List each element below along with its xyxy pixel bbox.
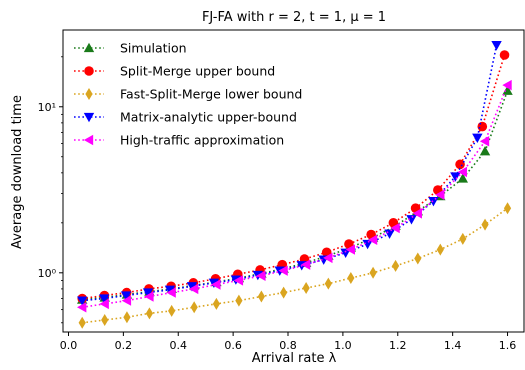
data-point bbox=[145, 307, 154, 320]
data-point bbox=[414, 252, 422, 265]
data-point bbox=[459, 232, 467, 245]
data-point bbox=[450, 172, 461, 182]
legend-item: Split-Merge upper bound bbox=[74, 64, 275, 79]
data-point bbox=[323, 252, 333, 264]
data-point bbox=[186, 282, 198, 292]
data-point bbox=[256, 270, 266, 281]
data-point bbox=[362, 239, 373, 250]
data-point bbox=[302, 281, 310, 294]
y-axis-label: Average download time bbox=[10, 95, 25, 249]
data-point bbox=[211, 279, 221, 290]
data-point bbox=[345, 244, 356, 255]
data-point bbox=[98, 294, 110, 304]
x-tick-label: 1.2 bbox=[389, 339, 407, 352]
data-point bbox=[391, 259, 400, 272]
x-tick-label: 1.0 bbox=[334, 339, 352, 352]
x-tick-label: 0.2 bbox=[115, 339, 133, 352]
data-point bbox=[479, 146, 491, 156]
data-point bbox=[503, 202, 512, 215]
data-point bbox=[347, 272, 355, 285]
data-point bbox=[190, 301, 198, 314]
data-point bbox=[369, 266, 377, 279]
legend-item: Fast-Split-Merge lower bound bbox=[74, 87, 302, 102]
data-point bbox=[257, 290, 265, 303]
y-tick-label: 10¹ bbox=[38, 101, 56, 114]
data-point bbox=[499, 50, 510, 60]
legend-label: High-traffic approximation bbox=[120, 133, 284, 148]
data-point bbox=[78, 316, 86, 329]
data-point bbox=[390, 222, 400, 234]
legend-marker bbox=[85, 88, 93, 100]
series-2 bbox=[78, 202, 512, 329]
x-axis-label: Arrival rate λ bbox=[252, 351, 337, 366]
data-point bbox=[77, 296, 88, 306]
legend-label: Fast-Split-Merge lower bound bbox=[120, 87, 302, 102]
x-tick-label: 1.4 bbox=[444, 339, 462, 352]
series-4 bbox=[77, 79, 512, 313]
legend: Simulation Split-Merge upper bound Fast-Sp… bbox=[74, 41, 302, 148]
data-point bbox=[300, 259, 311, 270]
data-point bbox=[168, 304, 176, 317]
data-point bbox=[412, 208, 422, 219]
data-point bbox=[166, 287, 176, 298]
data-point bbox=[233, 275, 244, 286]
legend-marker bbox=[84, 66, 94, 76]
data-point bbox=[144, 291, 154, 302]
data-point bbox=[121, 295, 132, 306]
series-line bbox=[82, 207, 509, 324]
data-point bbox=[142, 288, 154, 298]
data-point bbox=[188, 283, 199, 295]
data-point bbox=[472, 133, 483, 144]
data-point bbox=[123, 311, 131, 324]
data-point bbox=[457, 173, 469, 183]
x-axis: 0.0 0.2 0.4 0.6 0.8 1.0 1.2 1.4 1.6 bbox=[60, 332, 517, 352]
data-point bbox=[502, 85, 513, 95]
x-tick-label: 0.0 bbox=[60, 339, 78, 352]
data-point bbox=[428, 197, 439, 207]
chart-title: FJ-FA with r = 2, t = 1, μ = 1 bbox=[202, 10, 386, 25]
legend-label: Split-Merge upper bound bbox=[120, 64, 275, 79]
data-point bbox=[120, 291, 132, 301]
data-point bbox=[436, 243, 444, 256]
data-point bbox=[77, 302, 87, 313]
data-point bbox=[455, 159, 465, 170]
data-point bbox=[164, 285, 176, 295]
data-point bbox=[324, 277, 332, 290]
plot-frame bbox=[62, 29, 525, 333]
data-point bbox=[101, 313, 109, 326]
series-line bbox=[82, 54, 506, 300]
data-point bbox=[406, 215, 417, 225]
y-tick-label: 10⁰ bbox=[38, 267, 57, 280]
data-point bbox=[435, 189, 445, 200]
data-point bbox=[280, 286, 288, 299]
data-point bbox=[491, 41, 502, 51]
plot-area bbox=[77, 41, 513, 329]
data-point bbox=[477, 121, 488, 132]
legend-item: High-traffic approximation bbox=[74, 133, 284, 148]
data-point bbox=[99, 298, 109, 310]
data-point bbox=[457, 166, 467, 178]
x-tick-label: 0.6 bbox=[224, 339, 242, 352]
legend-marker bbox=[83, 112, 95, 123]
data-point bbox=[367, 234, 378, 246]
legend-label: Simulation bbox=[120, 41, 187, 56]
x-tick-label: 1.6 bbox=[499, 339, 517, 352]
data-point bbox=[235, 294, 243, 307]
data-point bbox=[479, 136, 490, 147]
data-point bbox=[502, 79, 512, 91]
data-point bbox=[481, 218, 489, 231]
data-point bbox=[278, 265, 288, 276]
legend-marker bbox=[83, 42, 95, 53]
legend-marker bbox=[83, 134, 94, 146]
y-axis: 10⁰ 10¹ bbox=[38, 56, 63, 324]
legend-item: Simulation bbox=[74, 41, 187, 56]
x-tick-label: 0.4 bbox=[170, 339, 188, 352]
legend-label: Matrix-analytic upper-bound bbox=[120, 110, 297, 125]
x-tick-label: 0.8 bbox=[279, 339, 297, 352]
data-point bbox=[212, 297, 220, 310]
legend-item: Matrix-analytic upper-bound bbox=[74, 110, 297, 125]
